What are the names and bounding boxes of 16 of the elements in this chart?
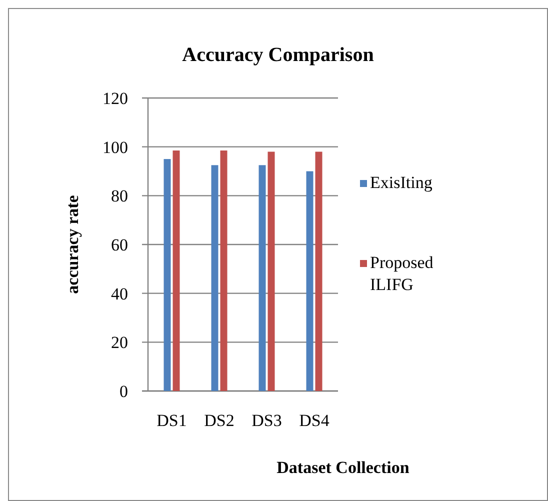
legend-label: ExisIting bbox=[370, 173, 433, 192]
y-tick-label: 40 bbox=[111, 284, 128, 304]
x-tick-label: DS3 bbox=[252, 411, 282, 430]
y-tick-label: 0 bbox=[120, 382, 128, 401]
y-tick-label: 60 bbox=[111, 236, 128, 254]
y-tick-label: 80 bbox=[111, 186, 128, 206]
y-axis-title: accuracy rate bbox=[63, 194, 82, 294]
legend-label: Proposed ILIFG bbox=[370, 253, 434, 294]
y-tick-label: 100 bbox=[102, 138, 128, 157]
x-tick-label: DS1 bbox=[156, 411, 187, 430]
chart-title: Accuracy Comparison bbox=[182, 44, 374, 66]
x-axis-title: Dataset Collection bbox=[276, 458, 410, 477]
y-tick-label: 120 bbox=[102, 89, 128, 108]
y-tick-label: 20 bbox=[111, 333, 128, 352]
x-tick-label: DS2 bbox=[204, 411, 234, 430]
x-tick-label: DS4 bbox=[299, 411, 330, 430]
